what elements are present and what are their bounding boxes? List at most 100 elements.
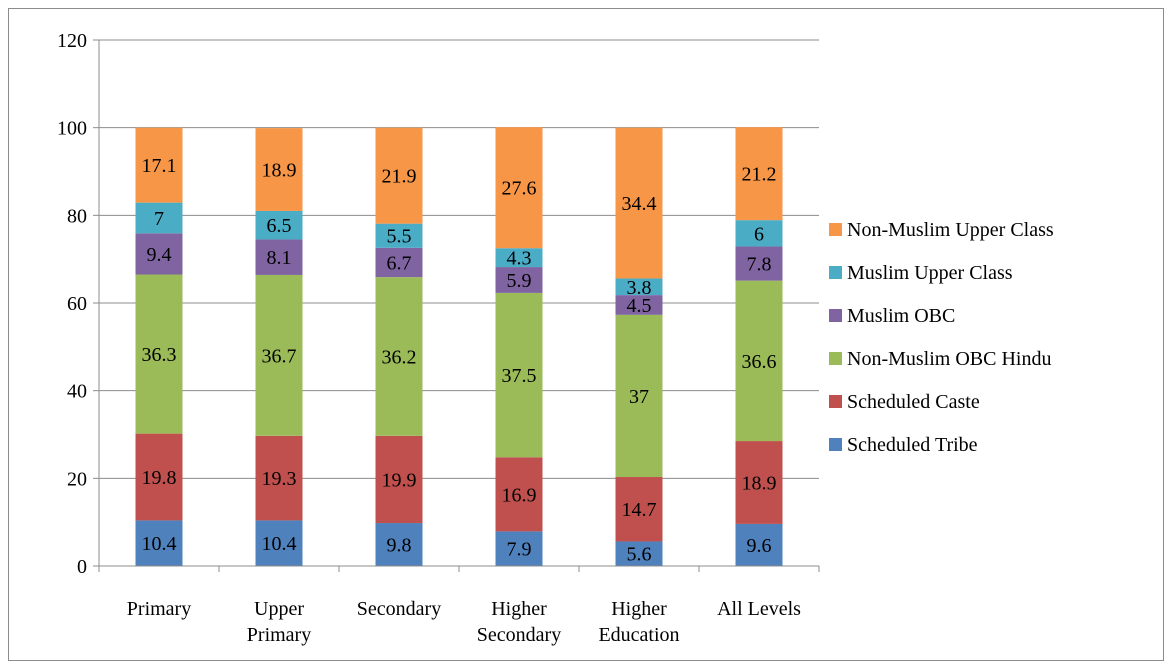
bar-segment: [135, 274, 183, 434]
bar-segment: [615, 295, 663, 315]
bar-segment: [495, 531, 543, 566]
data-label: 7: [154, 208, 164, 230]
legend-swatch: [829, 352, 842, 365]
legend-swatch: [829, 309, 842, 322]
gridlines: [99, 39, 819, 479]
legend-swatch: [829, 223, 842, 236]
bar-segment: [495, 292, 543, 458]
x-category-label: All Levels: [717, 598, 801, 620]
data-label: 21.2: [742, 164, 777, 186]
data-label: 7.9: [507, 539, 532, 561]
bar-segment: [615, 541, 663, 566]
y-tick-label: 80: [67, 205, 87, 227]
bar-segment: [495, 457, 543, 532]
data-label: 6.5: [267, 215, 292, 237]
legend-label: Muslim OBC: [847, 305, 955, 327]
data-label: 8.1: [267, 247, 292, 269]
legend-label: Scheduled Caste: [847, 391, 980, 413]
data-label: 16.9: [502, 484, 537, 506]
data-label: 14.7: [622, 499, 657, 521]
legend-swatch: [829, 266, 842, 279]
data-label: 9.6: [747, 535, 772, 557]
bar-segment: [375, 247, 423, 278]
data-label: 6: [754, 223, 764, 245]
bar-segment: [615, 127, 663, 279]
bar-segment: [255, 435, 303, 521]
data-label: 19.3: [262, 468, 297, 490]
data-label: 19.9: [382, 469, 417, 491]
data-label: 18.9: [262, 160, 297, 182]
data-label: 37.5: [502, 365, 537, 387]
data-label: 4.3: [507, 248, 532, 270]
data-label: 3.8: [627, 277, 652, 299]
data-label: 5.5: [387, 226, 412, 248]
bar-segment: [255, 210, 303, 240]
y-tick-label: 20: [67, 468, 87, 490]
bar-segment: [135, 233, 183, 275]
bar-segment: [135, 127, 183, 203]
data-labels: 10.4 19.8 36.3 9.4 7 17.1 10.4 19.3 36.7 8.1 6.5 18…: [142, 155, 777, 566]
x-category-label: Secondary: [357, 598, 441, 620]
bar-segment: [255, 239, 303, 275]
bar-segment: [375, 435, 423, 524]
data-label: 10.4: [262, 533, 297, 555]
bar-segment: [135, 433, 183, 521]
x-category-label: Higher: [491, 598, 547, 620]
x-category-label: Upper: [254, 598, 304, 620]
data-label: 4.5: [627, 295, 652, 317]
legend-label: Muslim Upper Class: [847, 262, 1013, 284]
bar-segment: [375, 277, 423, 436]
x-category-label: Higher: [611, 598, 667, 620]
bar-segment: [375, 127, 423, 224]
bar-segment: [375, 523, 423, 566]
y-tick-label: 0: [77, 556, 87, 578]
bar-segment: [375, 223, 423, 248]
y-tick-label: 120: [57, 30, 87, 52]
bar-segment: [735, 280, 783, 442]
bar-segment: [495, 267, 543, 293]
data-label: 6.7: [387, 252, 412, 274]
data-label: 21.9: [382, 166, 417, 188]
x-category-label: Primary: [127, 598, 191, 620]
legend: Non-Muslim Upper Class Muslim Upper Class…: [829, 219, 1054, 456]
bar-segment: [135, 202, 183, 234]
bar-segment: [255, 274, 303, 436]
data-label: 36.3: [142, 344, 177, 366]
x-category-label: Education: [598, 624, 679, 646]
bar-segment: [735, 246, 783, 281]
data-label: 9.4: [147, 244, 172, 266]
data-label: 7.8: [747, 254, 772, 276]
bar-segment: [735, 220, 783, 247]
x-category-label: Primary: [247, 624, 311, 646]
chart-frame: 0 20 40 60 80 100 120 Primary Upper Primary Second…: [8, 8, 1164, 661]
bar-segment: [255, 128, 303, 211]
data-label: 5.6: [627, 544, 652, 566]
y-tick-label: 60: [67, 293, 87, 315]
data-label: 9.8: [387, 535, 412, 557]
bar-segment: [615, 314, 663, 478]
data-label: 5.9: [507, 270, 532, 292]
legend-label: Non-Muslim Upper Class: [847, 219, 1054, 241]
bar-segment: [255, 520, 303, 566]
legend-label: Scheduled Tribe: [847, 434, 978, 456]
data-label: 18.9: [742, 472, 777, 494]
legend-swatch: [829, 438, 842, 451]
data-label: 36.6: [742, 351, 777, 373]
data-label: 17.1: [142, 155, 177, 177]
legend-label: Non-Muslim OBC Hindu: [847, 348, 1051, 370]
bar-segment: [735, 127, 783, 221]
y-tick-label: 100: [57, 118, 87, 140]
data-label: 37: [629, 386, 649, 408]
data-label: 36.7: [262, 345, 297, 367]
data-label: 36.2: [382, 346, 417, 368]
bar-segment: [135, 520, 183, 566]
bar-segment: [495, 127, 543, 249]
bar-segment: [735, 523, 783, 566]
data-label: 10.4: [142, 533, 177, 555]
bar-segment: [615, 278, 663, 296]
stacked-bar-chart: 0 20 40 60 80 100 120 Primary Upper Primary Second…: [57, 30, 1054, 646]
bars: [135, 127, 783, 566]
legend-swatch: [829, 395, 842, 408]
x-category-label: Secondary: [477, 624, 561, 646]
bar-segment: [615, 477, 663, 542]
